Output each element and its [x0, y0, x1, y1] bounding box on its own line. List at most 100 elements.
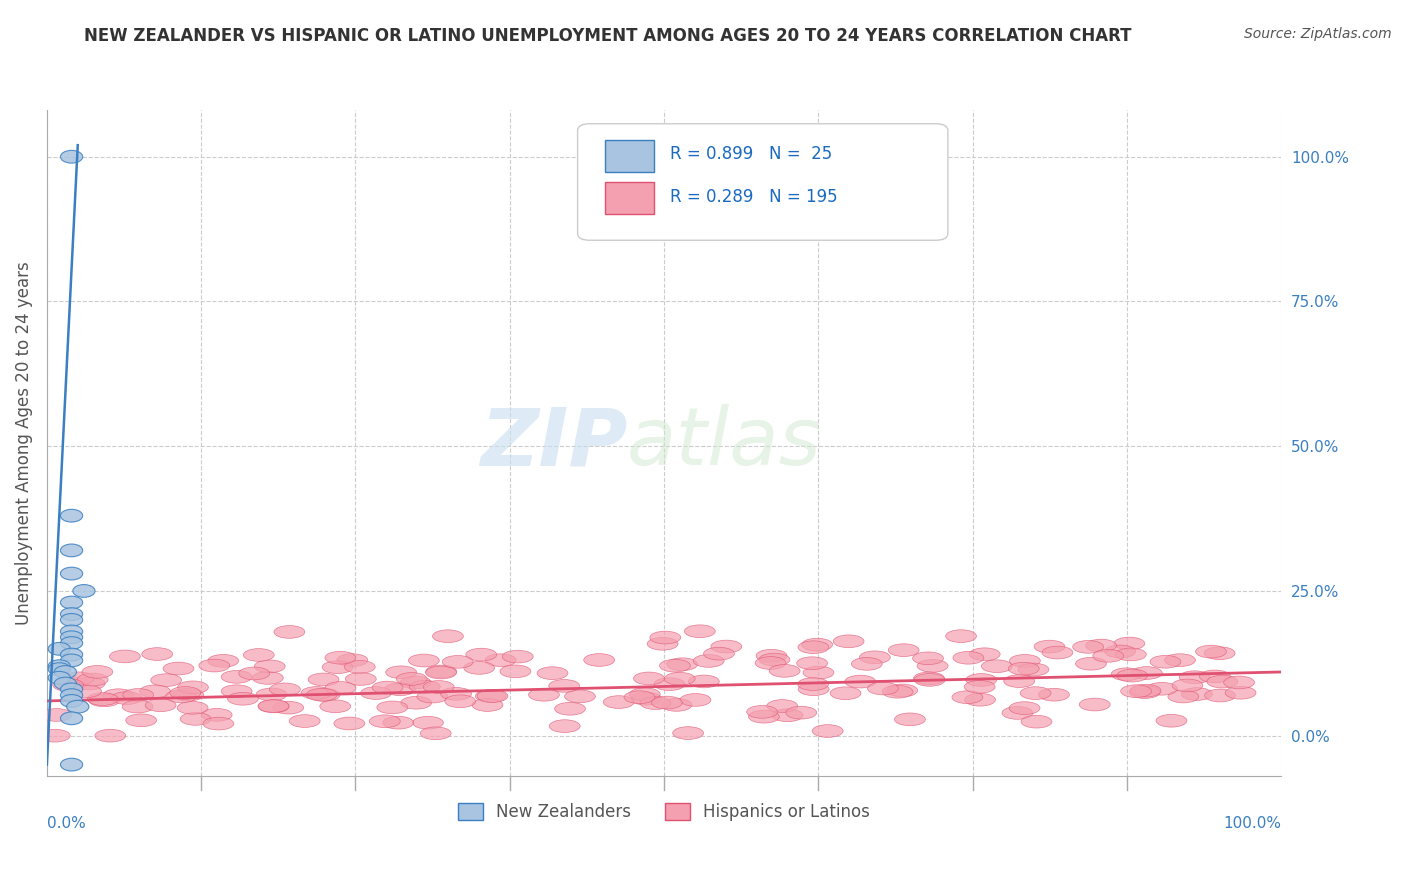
Ellipse shape [202, 717, 233, 730]
FancyBboxPatch shape [605, 182, 654, 213]
Ellipse shape [60, 625, 83, 638]
Ellipse shape [319, 700, 350, 713]
Ellipse shape [465, 648, 496, 661]
Ellipse shape [1150, 656, 1181, 668]
Ellipse shape [813, 724, 844, 738]
Ellipse shape [834, 635, 865, 648]
Ellipse shape [689, 675, 720, 688]
Ellipse shape [772, 709, 803, 722]
Ellipse shape [914, 673, 945, 686]
Ellipse shape [647, 638, 678, 650]
Ellipse shape [60, 695, 83, 707]
Ellipse shape [433, 630, 464, 642]
Ellipse shape [583, 654, 614, 666]
Ellipse shape [946, 630, 977, 642]
Ellipse shape [766, 699, 797, 713]
Ellipse shape [965, 681, 995, 693]
Ellipse shape [325, 681, 356, 694]
Ellipse shape [360, 687, 391, 699]
Text: atlas: atlas [627, 404, 821, 483]
Ellipse shape [385, 666, 416, 679]
Ellipse shape [177, 681, 208, 694]
Ellipse shape [1164, 654, 1195, 666]
Ellipse shape [53, 679, 83, 691]
Ellipse shape [952, 690, 983, 704]
Ellipse shape [444, 695, 475, 707]
Ellipse shape [917, 659, 948, 673]
Ellipse shape [894, 713, 925, 726]
Ellipse shape [801, 639, 832, 651]
Ellipse shape [799, 640, 830, 654]
FancyBboxPatch shape [578, 124, 948, 240]
Ellipse shape [666, 658, 697, 671]
Ellipse shape [166, 690, 197, 703]
Ellipse shape [1132, 666, 1163, 680]
Ellipse shape [443, 656, 474, 668]
Ellipse shape [1008, 662, 1039, 675]
Ellipse shape [529, 689, 560, 701]
Y-axis label: Unemployment Among Ages 20 to 24 years: Unemployment Among Ages 20 to 24 years [15, 261, 32, 625]
Ellipse shape [322, 661, 353, 673]
Ellipse shape [1116, 669, 1147, 682]
Ellipse shape [418, 690, 447, 703]
Ellipse shape [756, 649, 787, 662]
Ellipse shape [502, 650, 533, 663]
Ellipse shape [1076, 657, 1107, 670]
Ellipse shape [799, 683, 830, 696]
Ellipse shape [221, 685, 252, 698]
Ellipse shape [60, 648, 83, 661]
Ellipse shape [254, 660, 285, 673]
Ellipse shape [60, 614, 83, 626]
Ellipse shape [60, 607, 83, 621]
Ellipse shape [48, 672, 70, 684]
Ellipse shape [914, 672, 945, 685]
Ellipse shape [537, 667, 568, 680]
Ellipse shape [177, 701, 208, 714]
Ellipse shape [1021, 687, 1052, 699]
Ellipse shape [75, 677, 105, 690]
Ellipse shape [475, 690, 506, 702]
Ellipse shape [307, 689, 337, 701]
Ellipse shape [672, 727, 703, 739]
Ellipse shape [385, 683, 415, 696]
Ellipse shape [703, 648, 734, 660]
Ellipse shape [110, 650, 141, 663]
Ellipse shape [122, 700, 153, 713]
Ellipse shape [401, 697, 432, 709]
Ellipse shape [256, 688, 287, 701]
Ellipse shape [180, 713, 211, 725]
Ellipse shape [377, 701, 408, 714]
Ellipse shape [440, 688, 471, 700]
Ellipse shape [654, 678, 685, 690]
Ellipse shape [965, 693, 995, 706]
Ellipse shape [1173, 679, 1204, 692]
Ellipse shape [1146, 682, 1177, 695]
Text: 100.0%: 100.0% [1223, 816, 1281, 831]
Ellipse shape [163, 662, 194, 675]
Ellipse shape [1039, 689, 1070, 701]
Ellipse shape [103, 689, 134, 702]
Ellipse shape [868, 682, 898, 695]
Ellipse shape [803, 666, 834, 679]
Ellipse shape [48, 663, 70, 675]
Ellipse shape [325, 651, 356, 664]
Ellipse shape [39, 730, 70, 742]
Ellipse shape [845, 675, 876, 688]
Ellipse shape [681, 694, 711, 706]
Ellipse shape [63, 672, 94, 685]
Ellipse shape [603, 696, 634, 708]
Ellipse shape [396, 673, 427, 685]
Ellipse shape [747, 706, 778, 718]
Ellipse shape [1042, 646, 1073, 659]
Ellipse shape [412, 716, 443, 729]
Ellipse shape [94, 730, 125, 742]
Ellipse shape [1199, 670, 1230, 682]
Ellipse shape [1021, 715, 1052, 728]
Ellipse shape [58, 677, 89, 690]
Ellipse shape [55, 665, 76, 678]
Ellipse shape [912, 652, 943, 665]
Ellipse shape [333, 717, 364, 730]
Ellipse shape [274, 625, 305, 639]
Ellipse shape [382, 716, 413, 729]
Ellipse shape [239, 667, 270, 680]
